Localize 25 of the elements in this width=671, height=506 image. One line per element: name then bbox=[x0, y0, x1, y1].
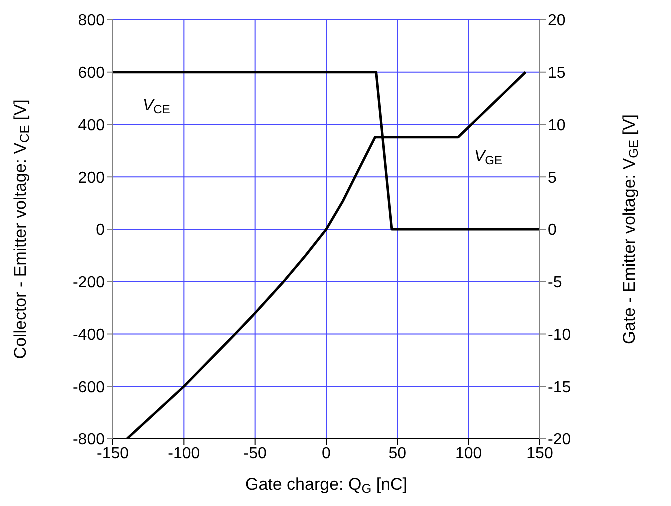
y2-tick-label: 20 bbox=[548, 12, 566, 30]
y-tick-label: 800 bbox=[78, 12, 106, 30]
y-tick-label: -400 bbox=[72, 326, 106, 344]
x-axis-title: Gate charge: Q$_{G}$ [nC] bbox=[245, 475, 408, 496]
y-tick-label: 400 bbox=[78, 117, 106, 134]
y2-tick-label: -5 bbox=[548, 274, 562, 292]
y2-tick-label: 10 bbox=[548, 117, 566, 134]
y-tick-label: 200 bbox=[78, 170, 106, 187]
y2-tick-label: -15 bbox=[548, 379, 572, 396]
x-tick-label: -100 bbox=[168, 445, 200, 462]
y2-tick-label: 0 bbox=[548, 222, 557, 240]
series-label: V$_{CE}$ bbox=[143, 97, 170, 116]
y2-tick-label: 15 bbox=[548, 65, 566, 82]
x-tick-label: 150 bbox=[526, 445, 554, 462]
y-tick-label: -200 bbox=[72, 274, 106, 292]
x-tick-label: 100 bbox=[455, 445, 482, 462]
series-label: V$_{GE}$ bbox=[474, 148, 502, 168]
y2-tick-label: -10 bbox=[548, 326, 572, 344]
x-tick-label: 50 bbox=[388, 445, 407, 462]
y2-tick-label: 5 bbox=[548, 170, 557, 187]
y-tick-label: 0 bbox=[96, 222, 106, 240]
y-tick-label: 600 bbox=[78, 65, 106, 82]
y-tick-label: -600 bbox=[72, 379, 106, 396]
x-tick-label: -50 bbox=[244, 445, 267, 462]
x-tick-label: 0 bbox=[322, 445, 332, 462]
